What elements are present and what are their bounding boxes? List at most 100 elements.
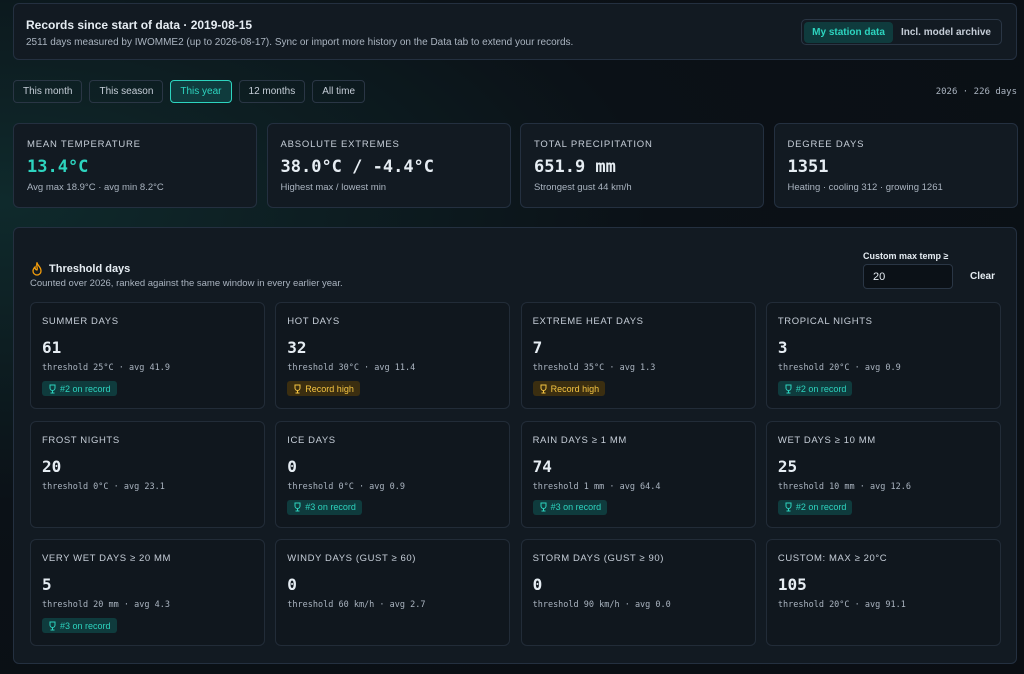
- card-label: RAIN DAYS ≥ 1 MM: [532, 434, 627, 446]
- summary-value: 38.0°C / -4.4°C: [280, 157, 435, 177]
- card-label: SUMMER DAYS: [42, 316, 119, 327]
- card-note: threshold 10 mm · avg 12.6: [777, 481, 911, 492]
- card-note: threshold 35°C · avg 1.3: [532, 363, 656, 373]
- period-tab[interactable]: This season: [89, 80, 164, 103]
- card-label: WINDY DAYS (GUST ≥ 60): [287, 553, 417, 564]
- badge-text: #2 on record: [60, 383, 111, 394]
- trophy-icon: [540, 384, 547, 393]
- flame-icon: [32, 262, 42, 276]
- card-label: WET DAYS ≥ 10 MM: [777, 434, 876, 446]
- trophy-icon: [49, 384, 56, 393]
- trophy-icon: [294, 384, 301, 393]
- summary-value: 651.9 mm: [534, 157, 616, 177]
- trophy-icon: [294, 502, 301, 512]
- summary-label: MEAN TEMPERATURE: [27, 139, 141, 150]
- rank-badge: #2 on record: [777, 499, 853, 515]
- panel-subtitle: Counted over 2026, ranked against the sa…: [30, 278, 343, 289]
- clear-button[interactable]: Clear: [970, 271, 996, 282]
- card-value: 3: [777, 338, 788, 357]
- threshold-card: ICE DAYS 0 threshold 0°C · avg 0.9 #3 on re…: [275, 420, 511, 528]
- threshold-panel: Threshold days Counted over 2026, ranked…: [13, 227, 1017, 664]
- summary-value: 13.4°C: [27, 157, 89, 177]
- card-value: 0: [287, 575, 297, 594]
- card-label: FROST NIGHTS: [42, 434, 120, 446]
- summary-value: 1351: [787, 157, 829, 177]
- threshold-card: SUMMER DAYS 61 threshold 25°C · avg 41.9 #2…: [30, 302, 265, 409]
- card-value: 25: [777, 456, 798, 476]
- card-note: threshold 20°C · avg 0.9: [777, 363, 901, 373]
- card-note: threshold 60 km/h · avg 2.7: [287, 600, 426, 610]
- rank-badge: #3 on record: [532, 499, 608, 515]
- toggle-option[interactable]: Incl. model archive: [900, 26, 991, 38]
- card-value: 7: [532, 338, 543, 357]
- summary-note: Heating · cooling 312 · growing 1261: [787, 182, 943, 193]
- badge-text: #3 on record: [305, 502, 356, 512]
- badge-text: Record high: [305, 383, 354, 394]
- card-label: VERY WET DAYS ≥ 20 MM: [42, 553, 172, 564]
- trophy-icon: [540, 502, 547, 512]
- summary-card: TOTAL PRECIPITATION 651.9 mm Strongest gus…: [520, 123, 764, 208]
- card-label: CUSTOM: MAX ≥ 20°C: [777, 553, 888, 564]
- period-tab[interactable]: All time: [312, 80, 366, 103]
- summary-card: DEGREE DAYS 1351 Heating · cooling 312 · g…: [773, 123, 1018, 208]
- badge-text: #2 on record: [795, 502, 847, 512]
- card-value: 61: [42, 338, 62, 357]
- summary-label: DEGREE DAYS: [787, 139, 865, 150]
- summary-note: Avg max 18.9°C · avg min 8.2°C: [27, 182, 164, 193]
- summary-label: ABSOLUTE EXTREMES: [280, 139, 400, 150]
- card-note: threshold 25°C · avg 41.9: [42, 363, 170, 373]
- range-label: 2026 · 226 days: [935, 87, 1017, 97]
- rank-badge: #2 on record: [777, 381, 853, 396]
- summary-card: MEAN TEMPERATURE 13.4°C Avg max 18.9°C · a…: [13, 123, 257, 208]
- threshold-card: WET DAYS ≥ 10 MM 25 threshold 10 mm · avg …: [765, 420, 1001, 528]
- rank-badge: #3 on record: [287, 499, 362, 515]
- badge-text: #3 on record: [550, 502, 602, 512]
- card-label: EXTREME HEAT DAYS: [532, 316, 644, 327]
- rank-badge: #3 on record: [42, 618, 117, 633]
- rank-badge: #2 on record: [42, 381, 117, 396]
- threshold-card: EXTREME HEAT DAYS 7 threshold 35°C · avg 1…: [520, 302, 756, 409]
- card-value: 20: [42, 456, 62, 476]
- header-title: Records since start of data · 2019-08-15: [26, 18, 253, 32]
- period-tab[interactable]: This month: [13, 80, 83, 103]
- summary-note: Highest max / lowest min: [280, 182, 387, 193]
- summary-label: TOTAL PRECIPITATION: [534, 139, 653, 150]
- trophy-icon: [785, 384, 792, 393]
- card-note: threshold 0°C · avg 0.9: [287, 481, 405, 492]
- badge-text: #2 on record: [795, 383, 847, 394]
- card-note: threshold 20 mm · avg 4.3: [42, 600, 170, 610]
- card-note: threshold 20°C · avg 91.1: [777, 600, 906, 610]
- rank-badge: Record high: [287, 381, 360, 396]
- threshold-card: RAIN DAYS ≥ 1 MM 74 threshold 1 mm · avg 6…: [520, 420, 756, 528]
- source-toggle: My station data Incl. model archive: [801, 19, 1002, 45]
- card-label: TROPICAL NIGHTS: [777, 316, 873, 327]
- threshold-card: CUSTOM: MAX ≥ 20°C 105 threshold 20°C · av…: [765, 539, 1001, 646]
- card-value: 105: [777, 575, 807, 594]
- card-value: 32: [287, 338, 307, 357]
- toggle-option[interactable]: My station data: [804, 21, 893, 43]
- card-value: 0: [287, 456, 297, 476]
- period-tab[interactable]: This year: [170, 80, 232, 103]
- custom-label: Custom max temp ≥: [863, 251, 949, 261]
- summary-card: ABSOLUTE EXTREMES 38.0°C / -4.4°C Highest …: [266, 123, 511, 208]
- threshold-card: STORM DAYS (GUST ≥ 90) 0 threshold 90 km/h…: [520, 539, 756, 646]
- card-value: 74: [532, 456, 552, 476]
- period-tab[interactable]: 12 months: [238, 80, 306, 103]
- card-value: 0: [532, 575, 543, 594]
- threshold-card: VERY WET DAYS ≥ 20 MM 5 threshold 20 mm · …: [30, 539, 265, 646]
- threshold-card: TROPICAL NIGHTS 3 threshold 20°C · avg 0.9…: [765, 302, 1001, 409]
- threshold-card: FROST NIGHTS 20 threshold 0°C · avg 23.1: [30, 420, 265, 528]
- records-header: Records since start of data · 2019-08-15…: [13, 3, 1017, 60]
- card-note: threshold 90 km/h · avg 0.0: [532, 600, 671, 610]
- trophy-icon: [785, 502, 792, 512]
- threshold-card: WINDY DAYS (GUST ≥ 60) 0 threshold 60 km/h…: [275, 539, 511, 646]
- badge-text: Record high: [550, 383, 600, 394]
- badge-text: #3 on record: [60, 620, 111, 631]
- card-label: STORM DAYS (GUST ≥ 90): [532, 553, 664, 564]
- card-value: 5: [42, 575, 52, 594]
- period-tabs: This month This season This year 12 months A…: [13, 80, 366, 103]
- panel-title: Threshold days: [49, 263, 131, 275]
- custom-input[interactable]: 20: [863, 264, 953, 289]
